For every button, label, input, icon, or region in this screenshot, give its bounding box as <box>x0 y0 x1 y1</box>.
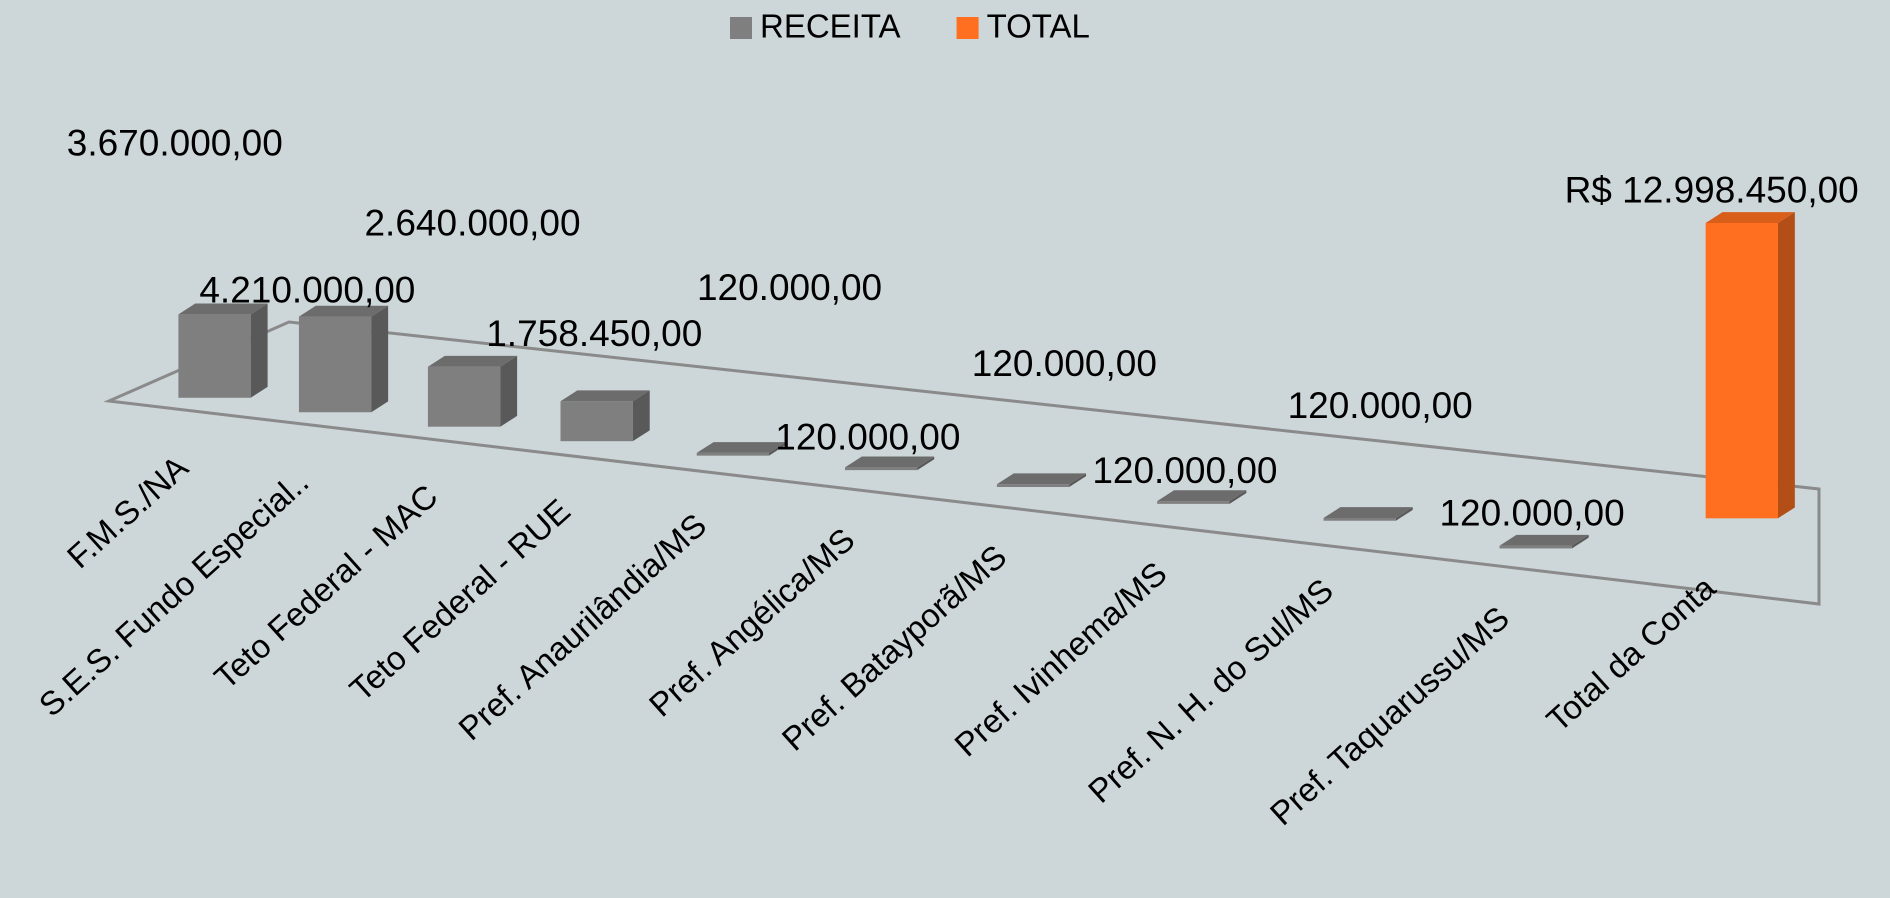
bar-front <box>1499 545 1572 549</box>
bar <box>298 305 389 413</box>
legend-swatch <box>730 17 752 39</box>
bar-front <box>1323 518 1396 521</box>
bar-front <box>844 467 918 471</box>
legend-swatch <box>956 17 979 39</box>
bar-side <box>1069 473 1087 487</box>
data-label: 120.000,00 <box>972 343 1157 384</box>
bar-front <box>427 366 501 427</box>
bar-top <box>844 456 935 468</box>
bar <box>427 355 518 427</box>
bar-top <box>178 303 268 315</box>
data-label: 1.758.450,00 <box>486 313 702 354</box>
bar <box>1499 534 1589 549</box>
bar-side <box>632 390 650 442</box>
data-label: 120.000,00 <box>1288 385 1473 426</box>
legend: RECEITA TOTAL <box>730 8 1090 45</box>
bar-front <box>996 484 1070 487</box>
data-label: 120.000,00 <box>775 416 960 457</box>
bar-side <box>1229 490 1247 504</box>
bar-front <box>560 401 633 442</box>
bar <box>1157 490 1247 504</box>
bar-front <box>696 452 770 456</box>
data-label: 4.210.000,00 <box>199 269 415 310</box>
bar-top <box>1499 534 1589 546</box>
bar <box>996 473 1087 487</box>
data-label: 120.000,00 <box>697 267 882 308</box>
bar-front <box>298 316 372 413</box>
bar-side <box>1777 212 1795 519</box>
bar <box>844 456 935 471</box>
bar <box>560 390 650 442</box>
data-label: 2.640.000,00 <box>364 202 580 243</box>
bar-top <box>298 305 389 317</box>
bar <box>1705 212 1795 519</box>
legend-label: TOTAL <box>987 8 1090 45</box>
data-label: 120.000,00 <box>1439 492 1624 533</box>
bar <box>696 442 786 456</box>
bar-side <box>769 442 786 456</box>
bar-top <box>1323 507 1413 519</box>
bar-side <box>250 303 268 398</box>
data-label: 3.670.000,00 <box>67 122 283 163</box>
bar <box>178 303 268 398</box>
bar-front <box>1705 222 1778 519</box>
legend-label: RECEITA <box>760 8 901 45</box>
bar-top <box>1157 490 1247 502</box>
bar-side <box>500 355 518 427</box>
bar-top <box>696 442 786 453</box>
bar-top <box>560 390 650 402</box>
bar-top <box>996 473 1087 485</box>
bar-front <box>178 314 251 398</box>
bar-side <box>371 305 389 413</box>
data-label: 120.000,00 <box>1092 450 1277 491</box>
bar-front <box>1157 501 1230 504</box>
bar-top <box>427 355 518 367</box>
bar-side <box>1571 534 1589 549</box>
bar-side <box>917 456 935 471</box>
bar <box>1323 507 1413 521</box>
data-label: R$ 12.998.450,00 <box>1565 170 1859 211</box>
bar-side <box>1395 507 1413 521</box>
bar-top <box>1705 212 1795 223</box>
